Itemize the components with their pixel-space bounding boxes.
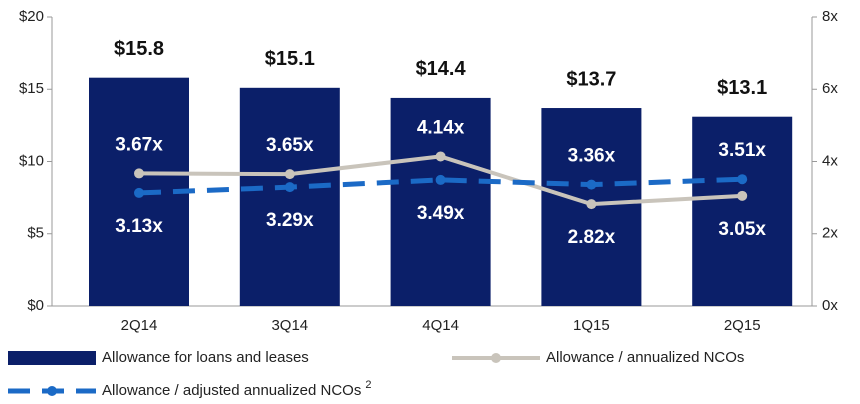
line-value-label: 3.05x: [718, 219, 766, 240]
legend-label: Allowance / annualized NCOs: [546, 349, 744, 366]
line-value-label: 2.82x: [568, 227, 616, 248]
y-tick-label: $0: [27, 297, 44, 314]
bar-value-label: $15.1: [265, 48, 315, 70]
line-value-label: 3.29x: [266, 210, 314, 231]
bar-value-label: $15.8: [114, 38, 164, 60]
line-value-label: 3.51x: [718, 140, 766, 161]
y-tick-label: $5: [27, 225, 44, 242]
line-point: [284, 169, 295, 180]
line-value-label: 4.14x: [417, 117, 465, 138]
legend-name: Allowance / adjusted annualized NCOs: [102, 382, 361, 399]
line-point: [134, 187, 144, 198]
legend-item: Allowance / annualized NCOs: [452, 349, 744, 366]
bar: [390, 97, 491, 306]
y-tick-label: $10: [19, 152, 44, 169]
legend-label: Allowance for loans and leases: [102, 349, 309, 366]
line-value-label: 3.67x: [115, 134, 163, 155]
line-point: [284, 182, 295, 193]
line-point: [737, 174, 748, 185]
line-point: [435, 174, 446, 185]
line-value-label: 3.49x: [417, 203, 465, 224]
line-point: [586, 179, 597, 190]
y-tick-label: $15: [19, 80, 44, 97]
legend-name: Allowance for loans and leases: [102, 349, 309, 366]
bar-value-label: $14.4: [416, 58, 467, 80]
line-point: [586, 199, 597, 210]
legend-label: Allowance / adjusted annualized NCOs 2: [102, 379, 371, 399]
x-tick-label: 3Q14: [271, 317, 308, 334]
legend-item: Allowance for loans and leases: [8, 349, 309, 366]
legend-footnote: 2: [365, 379, 371, 391]
legend-item: Allowance / adjusted annualized NCOs 2: [8, 379, 371, 399]
bar-value-label: $13.1: [717, 77, 767, 99]
legend-marker: [491, 353, 501, 363]
y2-tick-label: 0x: [822, 297, 838, 314]
bar: [692, 116, 793, 306]
y-tick-label: $20: [19, 8, 44, 25]
legend-name: Allowance / annualized NCOs: [546, 349, 744, 366]
x-tick-label: 4Q14: [422, 317, 459, 334]
line-point: [134, 168, 144, 179]
line-value-label: 3.65x: [266, 135, 314, 156]
x-tick-label: 1Q15: [573, 317, 610, 334]
bar-value-label: $13.7: [566, 68, 616, 90]
line-point: [435, 151, 446, 162]
bar: [239, 87, 340, 307]
legend-marker: [47, 386, 57, 396]
y2-tick-label: 4x: [822, 152, 838, 169]
legend-swatch: [8, 351, 96, 365]
line-point: [737, 190, 748, 201]
line-value-label: 3.36x: [568, 146, 616, 167]
y2-tick-label: 2x: [822, 225, 838, 242]
line-value-label: 3.13x: [115, 216, 163, 237]
x-tick-label: 2Q14: [121, 317, 158, 334]
y2-tick-label: 8x: [822, 8, 838, 25]
y2-tick-label: 6x: [822, 80, 838, 97]
x-tick-label: 2Q15: [724, 317, 761, 334]
